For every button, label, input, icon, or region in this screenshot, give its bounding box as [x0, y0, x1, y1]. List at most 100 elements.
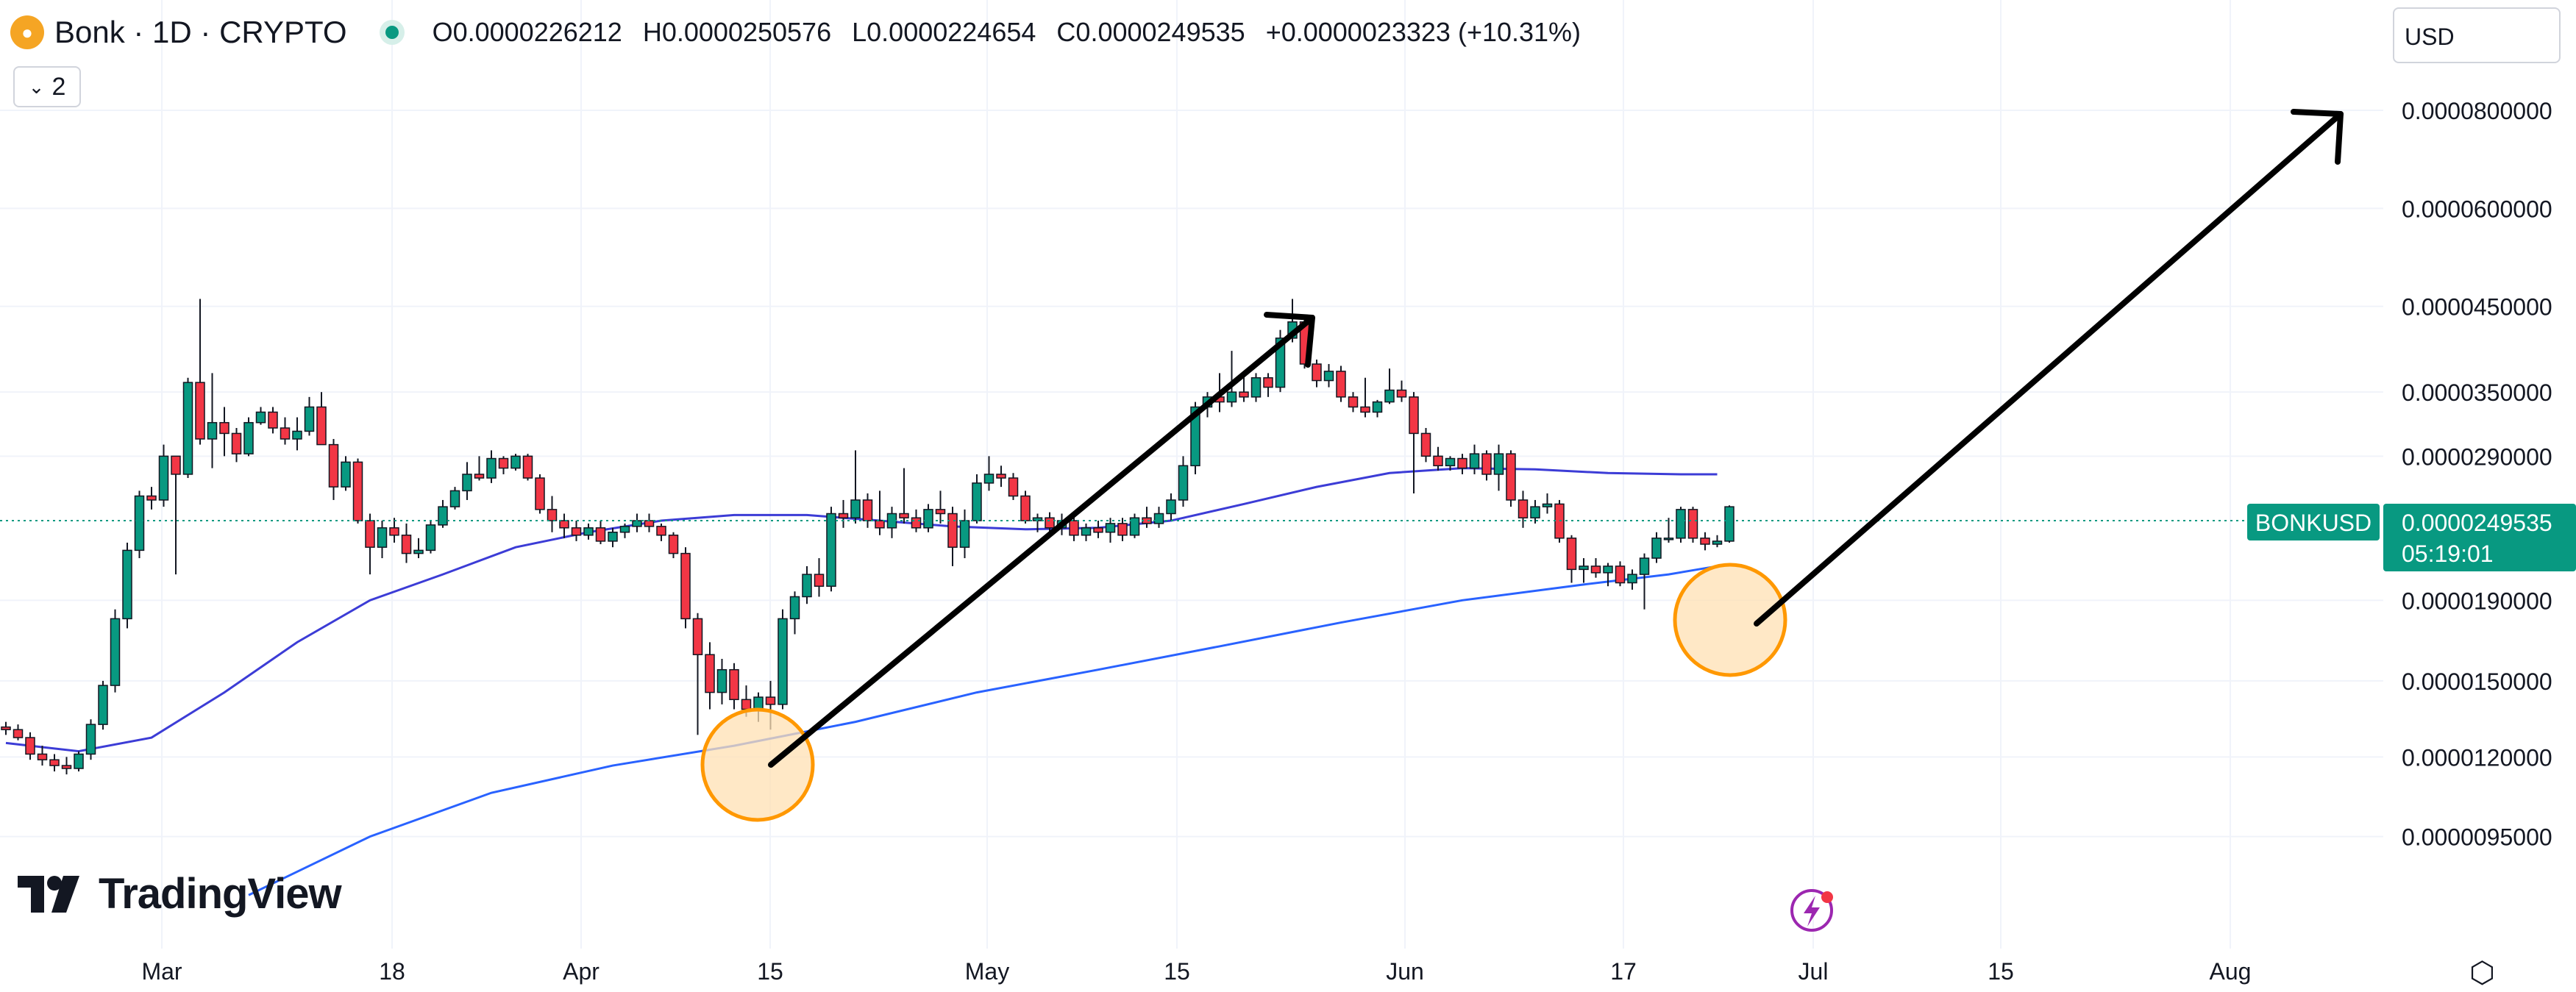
candle [1433, 446, 1443, 471]
candle-body [838, 513, 849, 518]
tradingview-logo-icon [18, 875, 79, 913]
candle-body [328, 443, 339, 488]
candle-body [983, 474, 995, 484]
trend-arrow-2[interactable] [1754, 111, 2344, 627]
candle-body [741, 699, 752, 710]
lightning-icon[interactable] [1790, 889, 1833, 932]
candle-body [1615, 565, 1626, 584]
candle [1603, 563, 1613, 587]
price-tick-label: 0.0000150000 [2402, 668, 2552, 695]
trend-arrow-1[interactable] [768, 315, 1315, 768]
candle-body [1712, 540, 1723, 545]
drawing-annotations[interactable] [0, 109, 2383, 822]
candle [352, 458, 363, 524]
candle [1372, 399, 1383, 418]
currency-selector[interactable]: USD [2393, 7, 2561, 63]
tradingview-logo[interactable]: TradingView [18, 869, 342, 918]
candle [25, 732, 35, 760]
candle-body [1008, 477, 1019, 497]
candle-body [1323, 371, 1334, 382]
candle-body [425, 524, 436, 552]
candle [1250, 373, 1262, 402]
candle-body [255, 411, 266, 424]
candle [1590, 558, 1601, 578]
candle-body [401, 535, 412, 554]
candle-body [947, 513, 958, 548]
candle [1396, 380, 1407, 402]
candle-body [280, 427, 291, 440]
time-axis[interactable]: Mar 18 Apr 15 May 15 Jun 17 Jul 15 Aug [141, 958, 2251, 985]
candle-body [1724, 506, 1734, 542]
candle [1081, 523, 1092, 541]
chevron-down-icon: ⌄ [28, 75, 45, 98]
candle [875, 490, 885, 535]
candle [1651, 532, 1662, 563]
candle-body [25, 737, 35, 755]
candle-body [1275, 338, 1286, 388]
candle-body [316, 406, 327, 446]
candle [449, 487, 460, 510]
candle-body [389, 527, 399, 536]
candle-body [1153, 513, 1164, 524]
candle-body [1081, 527, 1092, 536]
candle-body [692, 618, 703, 655]
close-label: C [1056, 17, 1076, 47]
candle-body [1093, 527, 1103, 533]
logo-mark-dot [47, 875, 62, 891]
price-tick-label: 0.0000120000 [2402, 744, 2552, 771]
candle-body [1566, 538, 1577, 571]
candle [134, 490, 145, 559]
candle [1045, 512, 1055, 532]
candle-body [61, 765, 72, 769]
candle-body [377, 527, 388, 548]
candle-body [462, 474, 472, 492]
price-axis[interactable]: 0.0000800000 0.0000600000 0.0000450000 0.00… [2402, 98, 2552, 851]
candle [972, 474, 982, 524]
candle [959, 509, 970, 559]
candle-body [729, 668, 739, 701]
market-status-icon[interactable] [379, 20, 405, 45]
candle [1093, 521, 1103, 538]
candle-body [85, 724, 96, 755]
indicators-toggle-button[interactable]: ⌄ 2 [13, 66, 81, 107]
candle-body [535, 477, 545, 510]
candle [644, 513, 655, 532]
candle-body [1542, 503, 1553, 507]
candle [1312, 359, 1322, 388]
high-value: 0.0000250576 [661, 17, 832, 47]
candle [778, 609, 788, 710]
candle-body [632, 520, 642, 527]
candle-body [182, 382, 193, 475]
candle-body [778, 618, 788, 705]
candle [1153, 507, 1164, 528]
symbol-title[interactable]: Bonk · 1D · CRYPTO [54, 15, 347, 49]
annotation-circle-low[interactable] [700, 707, 815, 822]
candle-body [1481, 453, 1492, 475]
candle [316, 392, 327, 446]
candle-body [98, 685, 108, 725]
candle [1481, 450, 1492, 481]
annotation-circle-high[interactable] [1673, 563, 1787, 677]
candle [571, 521, 582, 541]
candle-body [1226, 391, 1237, 403]
candle [207, 373, 218, 468]
candle [1384, 368, 1395, 404]
candle-body [510, 455, 521, 469]
candle-body [716, 668, 727, 693]
candle [171, 455, 181, 575]
candle-body [862, 499, 873, 521]
candle-body [292, 430, 302, 440]
candle-body [1384, 389, 1395, 403]
candle-body [1687, 509, 1698, 539]
candle-body [583, 527, 594, 536]
settings-icon[interactable]: ⬡ [2469, 957, 2495, 989]
candle [486, 450, 497, 483]
candle-body [959, 520, 970, 548]
candle [826, 507, 836, 592]
candle [1323, 364, 1334, 388]
candle-body [1590, 565, 1601, 574]
candle-body [1348, 396, 1359, 408]
candle [619, 523, 630, 538]
candle-body [1190, 406, 1200, 467]
